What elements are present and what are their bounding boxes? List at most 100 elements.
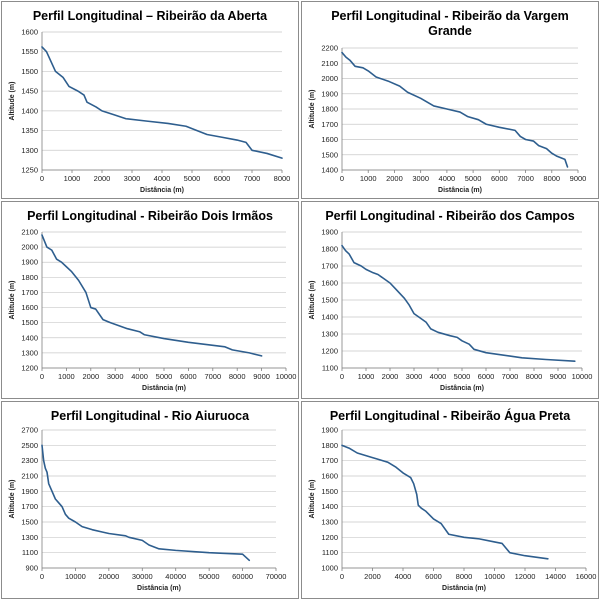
y-tick-label: 1500 — [21, 67, 38, 76]
x-tick-label: 6000 — [180, 372, 197, 381]
x-tick-label: 10000 — [65, 572, 86, 581]
y-tick-label: 1300 — [321, 518, 338, 527]
x-tick-label: 6000 — [478, 372, 495, 381]
line-chart: Perfil Longitudinal - Rio Aiuruoca 900 110… — [9, 409, 287, 592]
x-tick-label: 2000 — [386, 174, 403, 183]
x-tick-label: 5000 — [454, 372, 471, 381]
y-tick-label: 1300 — [21, 146, 38, 155]
y-tick-label: 1400 — [21, 106, 38, 115]
series-line — [41, 46, 283, 159]
y-tick-label: 1500 — [321, 296, 338, 305]
series-line — [41, 444, 251, 562]
x-tick-label: 8000 — [526, 372, 543, 381]
x-tick-label: 40000 — [165, 572, 186, 581]
x-tick-label: 3000 — [107, 372, 124, 381]
x-axis-label: Distância (m) — [442, 585, 486, 592]
x-tick-label: 8000 — [543, 174, 560, 183]
x-tick-label: 7000 — [502, 372, 519, 381]
y-tick-label: 1600 — [21, 28, 38, 37]
x-tick-label: 8000 — [274, 174, 291, 183]
y-tick-label: 2100 — [321, 59, 338, 68]
y-tick-label: 2200 — [321, 44, 338, 53]
y-tick-label: 1500 — [21, 318, 38, 327]
x-tick-label: 14000 — [545, 572, 566, 581]
y-tick-label: 1200 — [321, 347, 338, 356]
line-chart: Perfil Longitudinal - Ribeirão Dois Irmã… — [9, 209, 296, 392]
x-tick-label: 0 — [40, 372, 44, 381]
y-tick-label: 1800 — [21, 273, 38, 282]
line-chart: Perfil Longitudinal – Ribeirão da Aberta… — [9, 9, 291, 194]
x-tick-label: 3000 — [406, 372, 423, 381]
y-tick-label: 1400 — [321, 313, 338, 322]
x-tick-label: 30000 — [132, 572, 153, 581]
y-tick-label: 1500 — [21, 518, 38, 527]
y-axis-label: Altitude (m) — [9, 480, 16, 519]
x-tick-label: 3000 — [124, 174, 141, 183]
y-tick-label: 1700 — [321, 120, 338, 129]
y-tick-label: 1900 — [21, 258, 38, 267]
y-tick-label: 1900 — [321, 426, 338, 435]
x-tick-label: 10000 — [572, 372, 593, 381]
y-tick-label: 1700 — [321, 456, 338, 465]
y-tick-label: 1300 — [321, 330, 338, 339]
x-tick-label: 5000 — [184, 174, 201, 183]
x-tick-label: 4000 — [154, 174, 171, 183]
chart-title-line: Grande — [428, 24, 472, 38]
x-tick-label: 9000 — [253, 372, 270, 381]
y-tick-label: 1700 — [21, 502, 38, 511]
y-tick-label: 1900 — [321, 89, 338, 98]
x-axis-label: Distância (m) — [142, 385, 186, 392]
x-tick-label: 16000 — [576, 572, 597, 581]
line-chart: Perfil Longitudinal - Ribeirão da Vargem… — [309, 9, 587, 194]
y-axis-label: Altitude (m) — [9, 281, 16, 320]
y-tick-label: 1500 — [321, 150, 338, 159]
chart-panel: Perfil Longitudinal - Ribeirão da Vargem… — [301, 1, 599, 199]
y-tick-label: 1800 — [321, 105, 338, 114]
y-tick-label: 1700 — [21, 288, 38, 297]
y-tick-label: 1700 — [321, 262, 338, 271]
x-tick-label: 0 — [340, 174, 344, 183]
line-chart: Perfil Longitudinal - Ribeirão dos Campo… — [309, 209, 593, 392]
series-line — [341, 51, 569, 168]
y-axis-label: Altitude (m) — [309, 480, 316, 519]
x-tick-label: 12000 — [515, 572, 536, 581]
x-tick-label: 60000 — [232, 572, 253, 581]
x-tick-label: 0 — [340, 572, 344, 581]
y-tick-label: 1450 — [21, 87, 38, 96]
x-tick-label: 2000 — [382, 372, 399, 381]
y-tick-label: 1900 — [21, 487, 38, 496]
chart-title: Perfil Longitudinal – Ribeirão da Aberta — [33, 9, 268, 23]
x-tick-label: 4000 — [430, 372, 447, 381]
chart-title: Perfil Longitudinal - Ribeirão Dois Irmã… — [27, 209, 273, 223]
y-tick-label: 1600 — [21, 303, 38, 312]
y-tick-label: 1100 — [22, 548, 38, 557]
x-tick-label: 4000 — [439, 174, 456, 183]
y-tick-label: 2500 — [21, 441, 38, 450]
chart-title: Perfil Longitudinal - Ribeirão dos Campo… — [325, 209, 574, 223]
x-tick-label: 6000 — [491, 174, 508, 183]
x-tick-label: 0 — [40, 174, 44, 183]
x-axis-label: Distância (m) — [137, 585, 181, 592]
y-tick-label: 1200 — [21, 364, 38, 373]
y-tick-label: 1400 — [21, 333, 38, 342]
y-tick-label: 1600 — [321, 279, 338, 288]
y-tick-label: 1500 — [321, 487, 338, 496]
y-tick-label: 1800 — [321, 245, 338, 254]
y-tick-label: 1200 — [321, 533, 338, 542]
y-axis-label: Altitude (m) — [309, 90, 316, 129]
x-tick-label: 1000 — [358, 372, 375, 381]
chart-title: Perfil Longitudinal - Ribeirão da Vargem… — [331, 9, 569, 38]
x-tick-label: 5000 — [156, 372, 173, 381]
y-axis-label: Altitude (m) — [9, 82, 16, 121]
y-tick-label: 1600 — [321, 135, 338, 144]
x-tick-label: 7000 — [204, 372, 221, 381]
x-tick-label: 4000 — [131, 372, 148, 381]
y-tick-label: 2300 — [21, 456, 38, 465]
chart-panel: Perfil Longitudinal - Ribeirão Dois Irmã… — [1, 201, 299, 399]
x-tick-label: 70000 — [266, 572, 287, 581]
x-tick-label: 9000 — [570, 174, 587, 183]
x-tick-label: 1000 — [64, 174, 81, 183]
x-tick-label: 5000 — [465, 174, 482, 183]
x-tick-label: 2000 — [94, 174, 111, 183]
